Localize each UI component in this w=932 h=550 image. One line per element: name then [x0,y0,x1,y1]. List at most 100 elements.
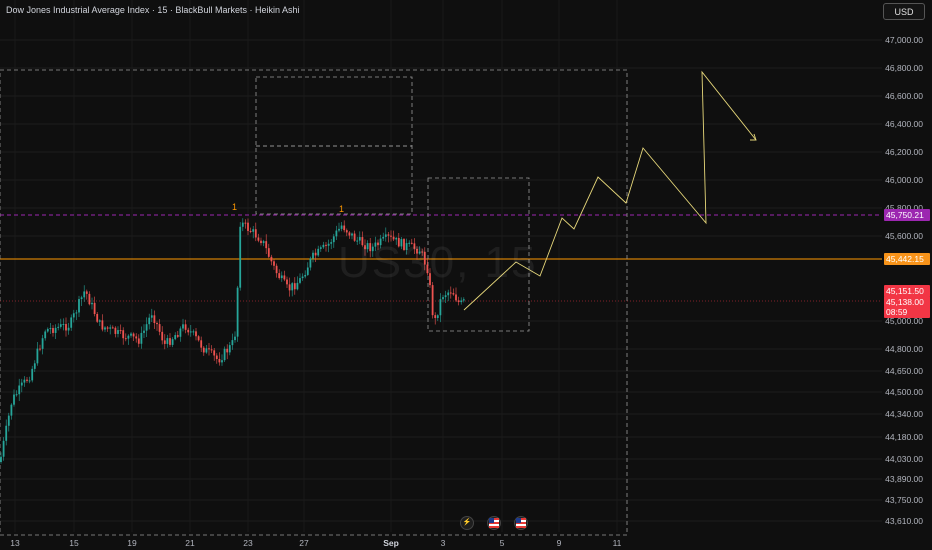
us-flag-icon[interactable] [514,516,528,530]
candle-body [460,300,463,303]
candle-body [106,327,109,329]
candle-body [67,327,70,331]
candle-body [91,302,93,305]
chart-grid [0,0,882,532]
candle-body [15,394,18,396]
time-tick: 19 [127,538,137,548]
candle-body [325,244,327,246]
candle-body [410,242,413,244]
candle-body [262,241,265,244]
candle-body [371,246,374,252]
candle-body [322,244,325,248]
candle-body [377,242,379,246]
candle-body [140,332,143,344]
candle-body [327,243,330,246]
candle-body [26,379,28,381]
candle-body [312,252,314,259]
candle-body [390,235,392,237]
candle-body [392,236,395,240]
candle-body [395,237,398,240]
candle-body [80,297,83,300]
candle-body [234,336,236,341]
candle-body [145,324,148,331]
candle-body [101,320,104,330]
time-tick: 5 [499,538,505,548]
candle-body [161,331,164,341]
price-tick: 44,800.00 [885,344,923,354]
candle-body [343,225,346,231]
candle-body [223,348,226,361]
price-tick: 44,030.00 [885,454,923,464]
candle-body [148,317,151,325]
candle-body [36,348,39,364]
candle-body [267,248,270,257]
candle-body [75,312,78,314]
candle-body [418,251,421,254]
candle-body [57,326,60,328]
candle-body [270,256,273,262]
candle-body [0,456,2,462]
candle-body [293,283,296,290]
candle-body [62,324,65,326]
candle-body [403,239,405,250]
candle-body [88,293,91,305]
candle-body [405,243,408,250]
currency-button[interactable]: USD [883,3,925,20]
time-tick-month: Sep [383,538,399,548]
candle-body [330,242,333,244]
candle-body [96,314,99,322]
price-tick: 44,650.00 [885,366,923,376]
candle-body [340,225,343,229]
marker-1-right: 1 [339,204,344,214]
candle-body [252,229,255,232]
candle-body [348,232,351,236]
candle-body [408,242,411,244]
lightning-icon[interactable]: ⚡ [460,516,474,530]
candle-body [291,283,294,291]
candle-body [319,247,322,249]
price-tick: 45,600.00 [885,231,923,241]
candle-body [345,230,348,233]
candle-body [296,282,299,290]
large-projection-box [0,69,628,536]
candle-body [351,233,353,236]
candle-body [182,324,184,329]
candle-body [169,338,171,345]
price-tick: 46,000.00 [885,175,923,185]
candle-body [449,292,452,294]
candle-body [332,236,335,243]
candle-body [301,276,304,279]
candle-body [286,279,288,285]
candle-body [117,330,119,334]
candle-body [221,360,223,363]
candle-body [366,243,369,250]
candle-body [374,242,377,247]
candle-body [114,327,117,334]
candle-body [65,324,67,331]
candle-body [283,275,286,280]
chart-title: Dow Jones Industrial Average Index · 15 … [6,5,300,15]
candle-body [137,338,140,344]
candle-body [304,274,307,277]
candle-body [358,237,361,241]
candle-body [382,236,385,239]
candle-body [78,299,80,313]
price-tick: 43,890.00 [885,474,923,484]
candle-body [423,251,426,265]
price-tick: 45,000.00 [885,316,923,326]
candle-body [265,241,268,249]
price-tick: 47,000.00 [885,35,923,45]
candle-body [249,230,252,232]
candle-body [44,331,47,339]
candle-body [452,293,455,295]
candle-body [299,278,301,283]
candle-body [2,440,5,457]
candle-body [111,327,114,329]
candle-body [176,335,179,337]
pivot-price-label: 45,442.15 [884,253,930,265]
candle-body [314,252,317,256]
us-flag-icon[interactable] [487,516,501,530]
candle-body [31,368,34,381]
candle-body [192,331,195,333]
